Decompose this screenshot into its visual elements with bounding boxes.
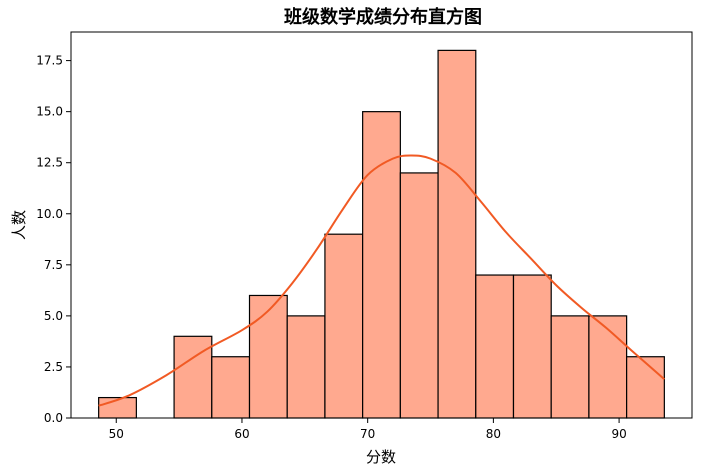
histogram-bar xyxy=(362,111,401,419)
y-axis-label: 人数 xyxy=(10,210,28,240)
y-tick-label: 10.0 xyxy=(36,207,63,221)
histogram-bar xyxy=(399,172,439,419)
histogram-bar xyxy=(588,315,628,419)
histogram-bar xyxy=(248,294,288,419)
x-tick-label: 60 xyxy=(234,427,249,441)
histogram-bar xyxy=(437,49,477,419)
histogram-bar xyxy=(211,356,251,419)
y-axis: 0.0 2.5 5.0 7.5 10.0 12.5 15.0 17.5 xyxy=(36,54,71,425)
histogram-bar xyxy=(475,274,515,419)
y-tick-label: 5.0 xyxy=(44,309,63,323)
y-tick-label: 12.5 xyxy=(36,156,63,170)
x-tick-label: 50 xyxy=(109,427,124,441)
kde-line xyxy=(98,154,666,407)
histogram-bar xyxy=(286,315,326,419)
x-tick-label: 90 xyxy=(611,427,626,441)
y-tick-label: 17.5 xyxy=(36,54,63,68)
x-axis-label: 分数 xyxy=(366,448,396,466)
plot-frame xyxy=(70,31,693,419)
histogram-bars xyxy=(98,49,665,419)
x-tick-label: 70 xyxy=(360,427,375,441)
histogram-bar xyxy=(324,233,364,419)
y-tick-label: 7.5 xyxy=(44,258,63,272)
chart-title: 班级数学成绩分布直方图 xyxy=(284,6,482,28)
histogram-bar xyxy=(512,274,552,419)
y-tick-label: 15.0 xyxy=(36,105,63,119)
histogram-bar xyxy=(550,315,590,419)
y-tick-label: 0.0 xyxy=(44,411,63,425)
histogram-bar xyxy=(626,356,665,419)
x-tick-label: 80 xyxy=(486,427,501,441)
y-tick-label: 2.5 xyxy=(44,360,63,374)
x-axis: 50 60 70 80 90 xyxy=(109,418,627,441)
